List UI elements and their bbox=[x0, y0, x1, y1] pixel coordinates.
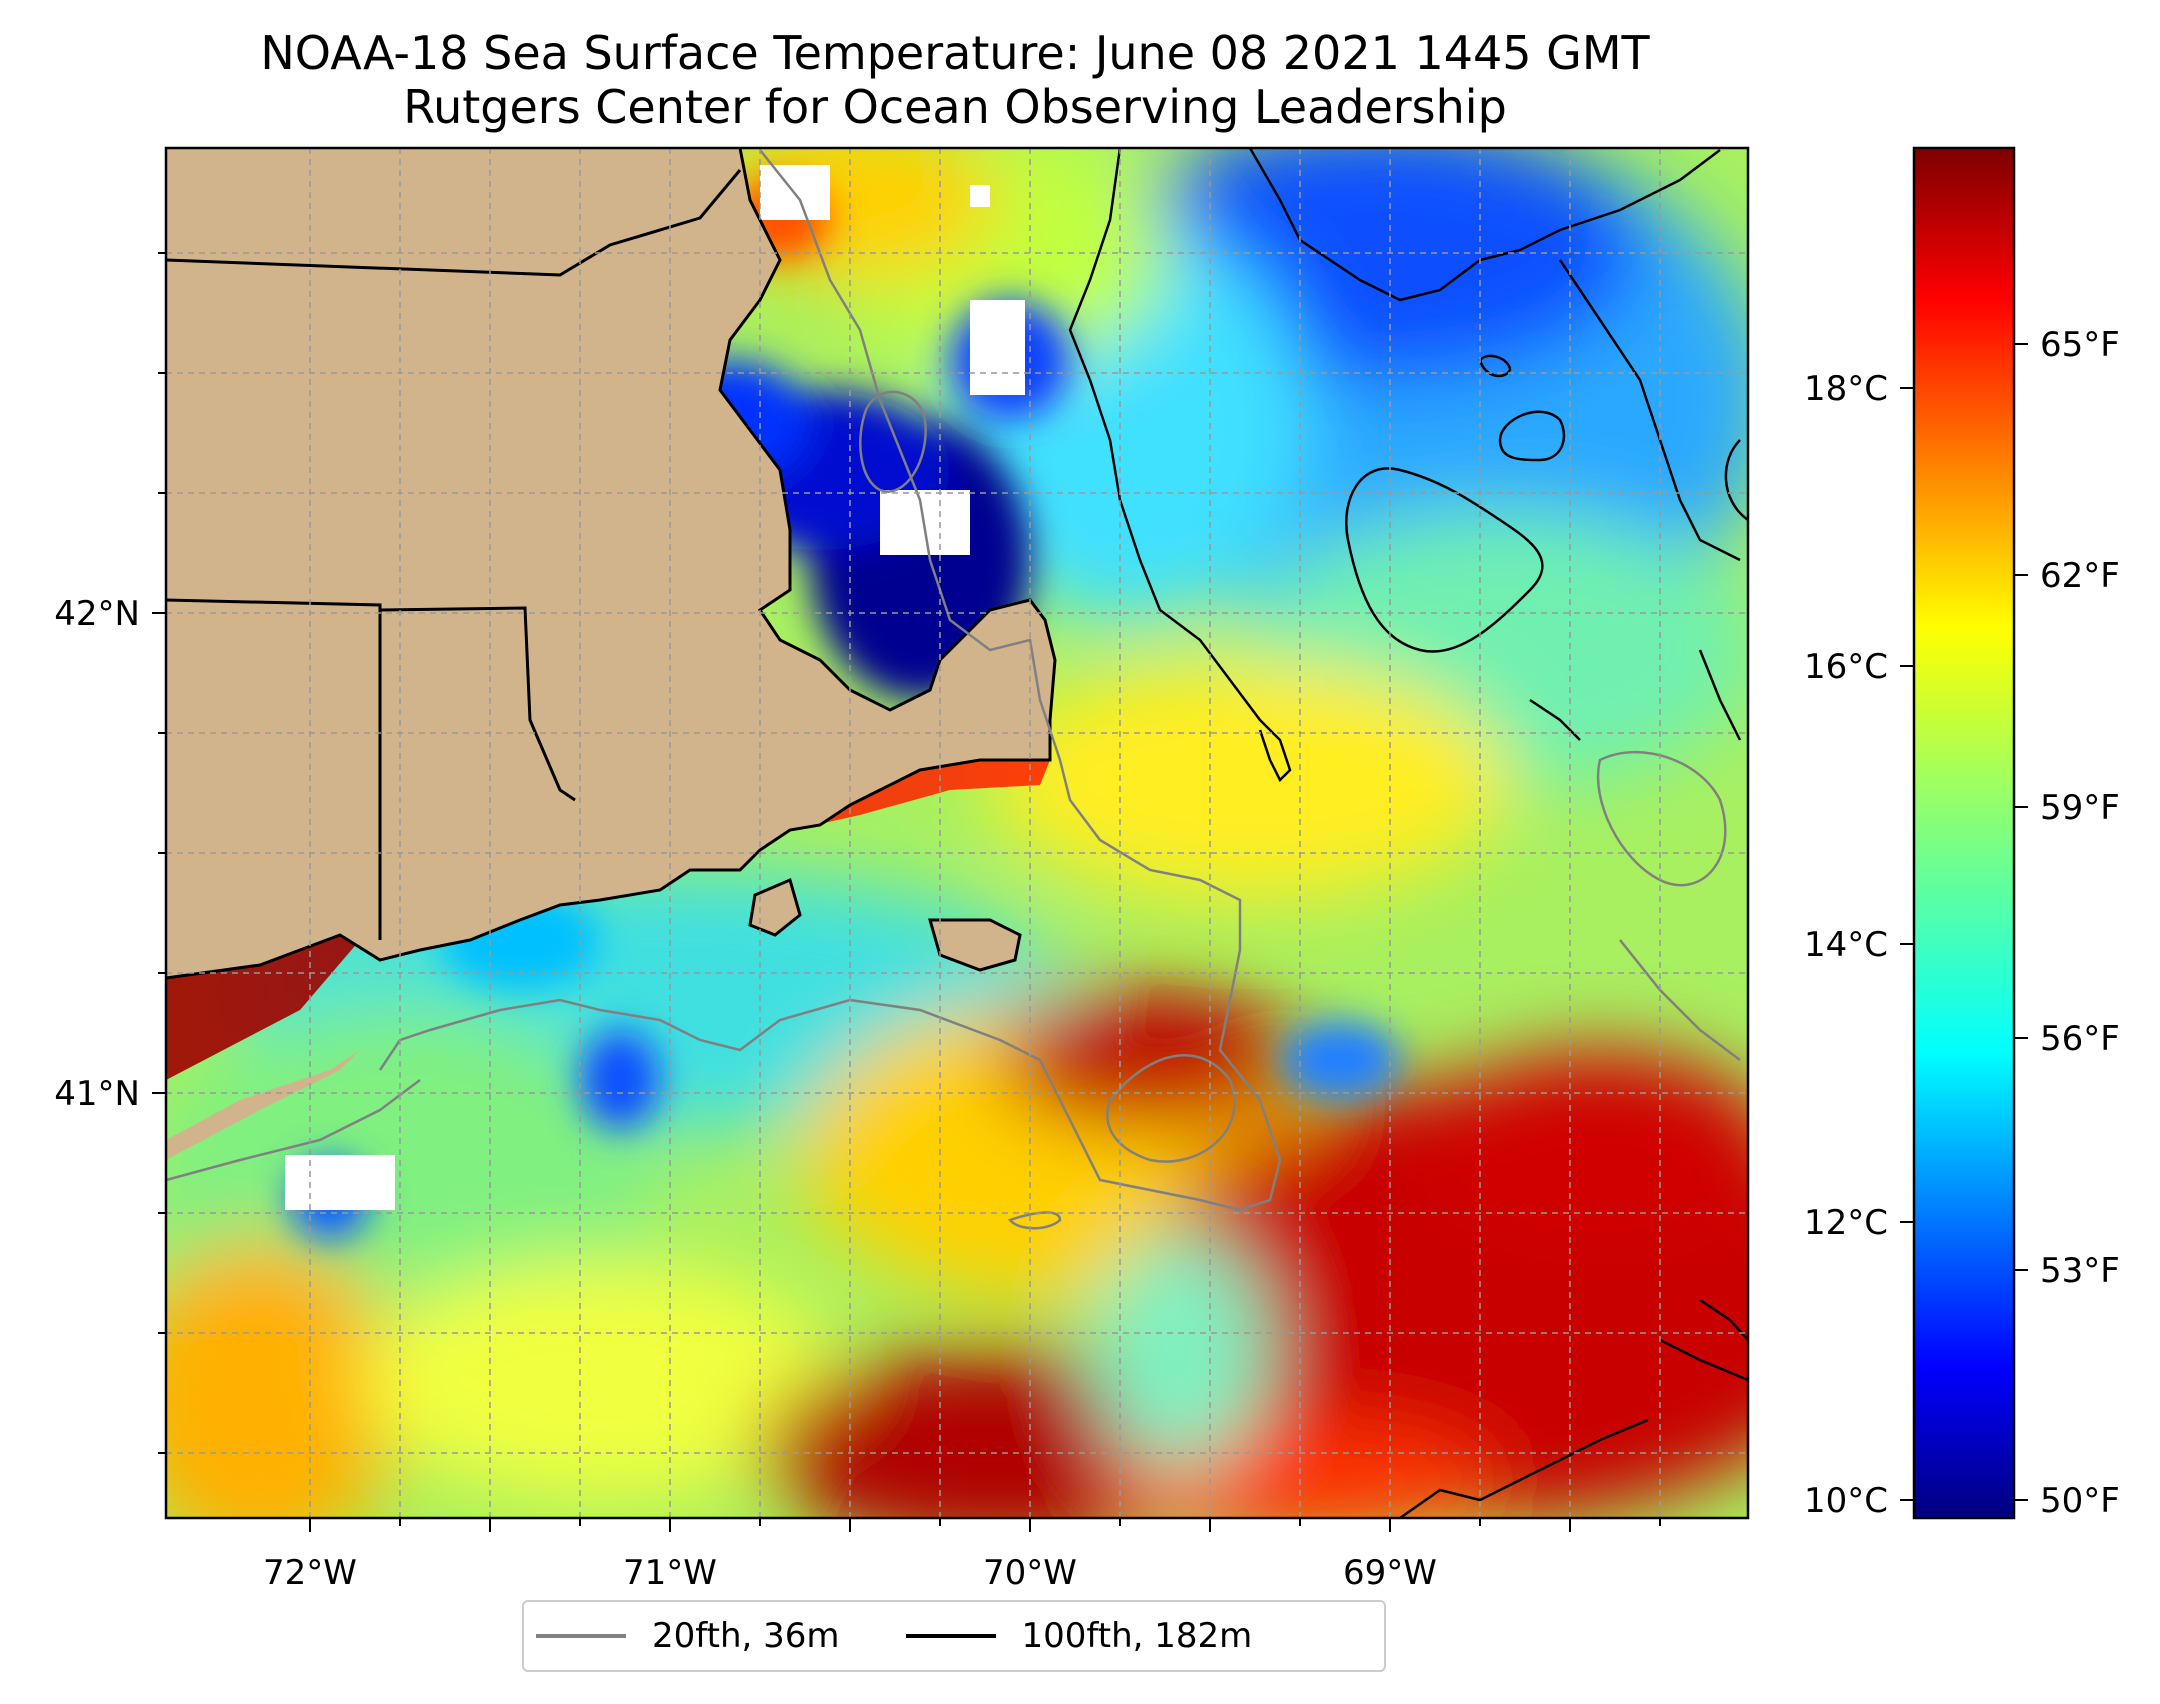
fahrenheit-labels: 65°F 62°F 59°F 56°F 53°F 50°F bbox=[2040, 325, 2120, 1521]
axis-ticks bbox=[152, 252, 1661, 1532]
fahrenheit-tick-label: 53°F bbox=[2040, 1251, 2120, 1291]
colorbar-gradient bbox=[1912, 146, 2016, 1520]
contour-20fth bbox=[166, 149, 1741, 1230]
fahrenheit-ticks bbox=[2014, 343, 2028, 1501]
lon-tick-label: 71°W bbox=[623, 1553, 717, 1593]
celsius-tick-label: 16°C bbox=[1804, 647, 1888, 687]
fahrenheit-tick-label: 59°F bbox=[2040, 788, 2120, 828]
map-gridlines bbox=[166, 148, 1748, 1518]
lat-tick-label: 42°N bbox=[54, 594, 140, 634]
legend-line-black bbox=[905, 1634, 996, 1638]
celsius-tick-label: 10°C bbox=[1804, 1481, 1888, 1521]
celsius-tick-label: 12°C bbox=[1804, 1203, 1888, 1243]
no-data-patches bbox=[285, 165, 1025, 1210]
fahrenheit-tick-label: 56°F bbox=[2040, 1019, 2120, 1059]
map-frame bbox=[164, 146, 1750, 1520]
map-subtitle: Rutgers Center for Ocean Observing Leade… bbox=[403, 80, 1507, 134]
lat-tick-labels: 42°N 41°N bbox=[54, 594, 140, 1114]
fahrenheit-tick-label: 65°F bbox=[2040, 325, 2120, 365]
contour-100fth bbox=[1068, 148, 1748, 1518]
lon-tick-label: 69°W bbox=[1343, 1553, 1437, 1593]
sst-field bbox=[166, 148, 1748, 1518]
legend-line-gray bbox=[536, 1634, 626, 1638]
map-title: NOAA-18 Sea Surface Temperature: June 08… bbox=[260, 26, 1650, 80]
celsius-ticks bbox=[1900, 387, 1914, 1501]
lon-tick-label: 70°W bbox=[983, 1553, 1077, 1593]
colorbar: 18°C 16°C 14°C 12°C 10°C 65°F 62°F 59°F … bbox=[1804, 146, 2120, 1521]
celsius-labels: 18°C 16°C 14°C 12°C 10°C bbox=[1804, 369, 1888, 1521]
fahrenheit-tick-label: 62°F bbox=[2040, 556, 2120, 596]
fahrenheit-tick-label: 50°F bbox=[2040, 1481, 2120, 1521]
celsius-tick-label: 18°C bbox=[1804, 369, 1888, 409]
legend-label: 100fth, 182m bbox=[1021, 1616, 1253, 1656]
contour-legend: 20fth, 36m 100fth, 182m bbox=[522, 1600, 1386, 1672]
legend-item-20fth: 20fth, 36m bbox=[524, 1616, 840, 1656]
lat-tick-label: 41°N bbox=[54, 1074, 140, 1114]
legend-label: 20fth, 36m bbox=[652, 1616, 840, 1656]
celsius-tick-label: 14°C bbox=[1804, 925, 1888, 965]
land bbox=[166, 148, 1057, 1160]
lon-tick-labels: 72°W 71°W 70°W 69°W bbox=[263, 1553, 1437, 1593]
legend-item-100fth: 100fth, 182m bbox=[894, 1616, 1253, 1656]
lon-tick-label: 72°W bbox=[263, 1553, 357, 1593]
depth-contours bbox=[166, 148, 1748, 1518]
